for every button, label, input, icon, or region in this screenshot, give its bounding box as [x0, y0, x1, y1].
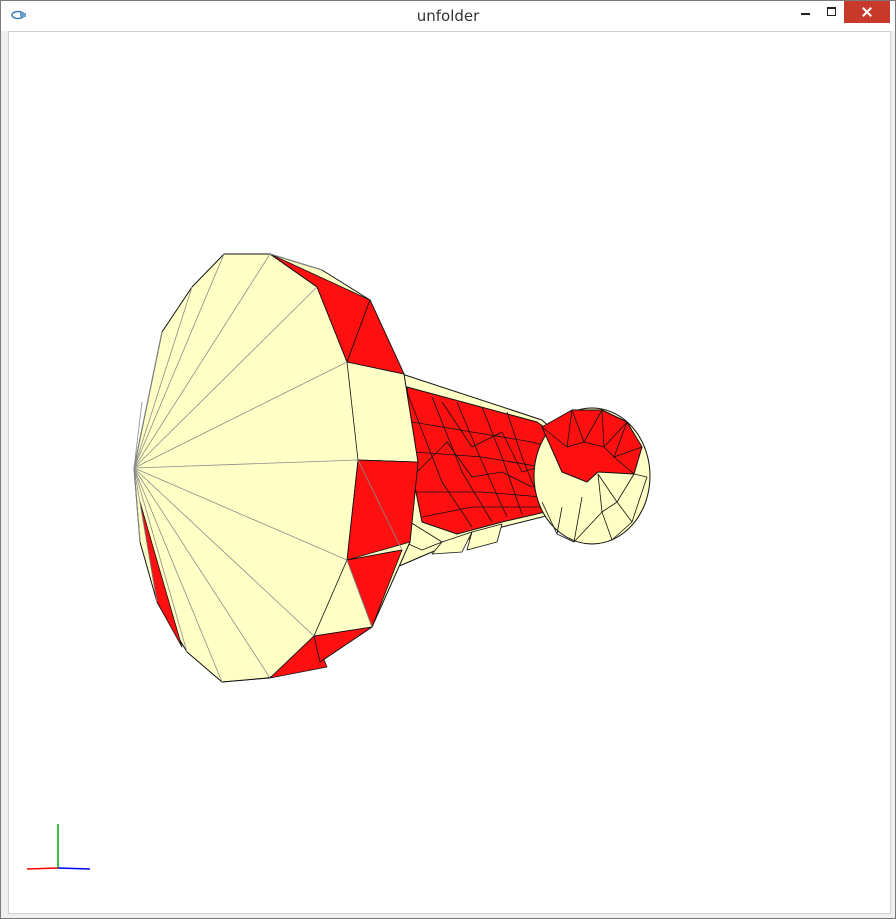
- axis-x-line: [26, 867, 59, 870]
- window-title: unfolder: [416, 7, 480, 25]
- app-icon: [11, 10, 26, 20]
- mesh-model: [133, 253, 651, 683]
- title-bar[interactable]: unfolder: [1, 1, 895, 31]
- minimize-icon[interactable]: [793, 1, 819, 23]
- maximize-icon[interactable]: [819, 1, 845, 23]
- model-canvas[interactable]: [9, 32, 890, 913]
- close-icon[interactable]: [844, 1, 890, 23]
- 3d-viewport[interactable]: [8, 31, 891, 914]
- axis-z-line: [57, 867, 91, 870]
- axis-gizmo: [26, 824, 91, 870]
